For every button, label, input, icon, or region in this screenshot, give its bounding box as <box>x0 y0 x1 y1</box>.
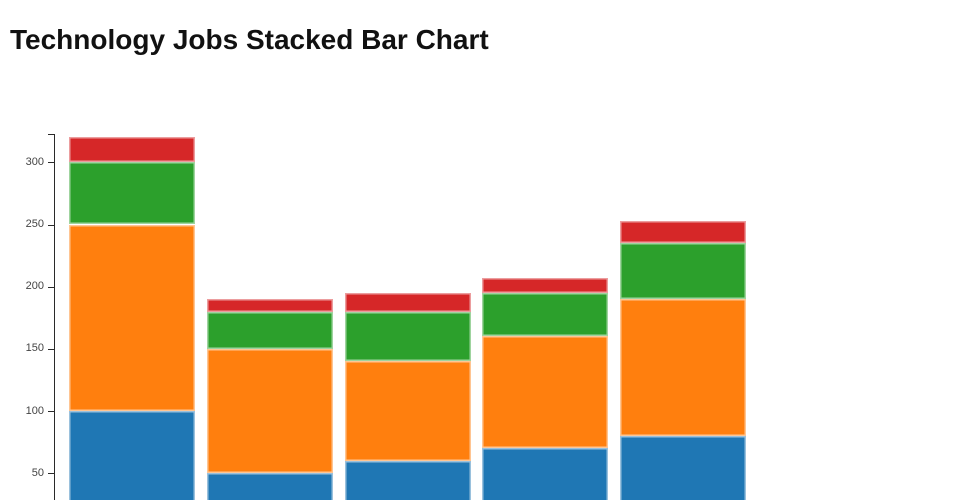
bar-4-blue-series-segment <box>482 448 609 500</box>
y-axis-tick-label: 250 <box>25 218 44 230</box>
bar-5-red-series-segment <box>620 220 747 244</box>
bar-3-green-series-segment <box>344 311 471 362</box>
bar-4-red-series-segment <box>482 277 609 293</box>
bar-5-green-series-segment <box>620 243 747 300</box>
bar-5-orange-series-segment <box>620 299 747 436</box>
bar-1-red-series-segment <box>69 137 195 163</box>
bar-4-orange-series-segment <box>482 336 609 449</box>
bar-3-orange-series-segment <box>344 361 471 461</box>
chart-title: Technology Jobs Stacked Bar Chart <box>10 24 489 55</box>
y-axis-tick <box>48 473 54 475</box>
y-axis <box>54 134 55 500</box>
y-axis-tick-label: 50 <box>31 466 44 479</box>
y-axis-top-cap-tick <box>48 134 55 135</box>
y-axis-tick-label: 150 <box>25 342 44 355</box>
bar-1-blue-series-segment <box>69 411 195 500</box>
y-axis-tick <box>48 286 54 288</box>
bar-2-green-series-segment <box>206 311 333 349</box>
bar-2-blue-series-segment <box>206 473 333 500</box>
bar-3-blue-series-segment <box>344 460 471 500</box>
bar-2-red-series-segment <box>206 299 333 312</box>
bar-2-orange-series-segment <box>206 348 333 474</box>
y-axis-tick-label: 300 <box>25 155 44 168</box>
y-axis-tick <box>48 411 54 413</box>
bar-1-orange-series-segment <box>69 224 195 412</box>
bar-3-red-series-segment <box>344 292 471 312</box>
y-axis-tick <box>48 224 54 226</box>
y-axis-tick-label: 200 <box>25 280 44 293</box>
bar-4-green-series-segment <box>482 292 609 337</box>
y-axis-tick-label: 100 <box>25 404 44 417</box>
y-axis-tick <box>48 162 54 164</box>
y-axis-tick <box>48 348 54 350</box>
bar-5-blue-series-segment <box>620 435 747 500</box>
bar-1-green-series-segment <box>69 162 195 225</box>
